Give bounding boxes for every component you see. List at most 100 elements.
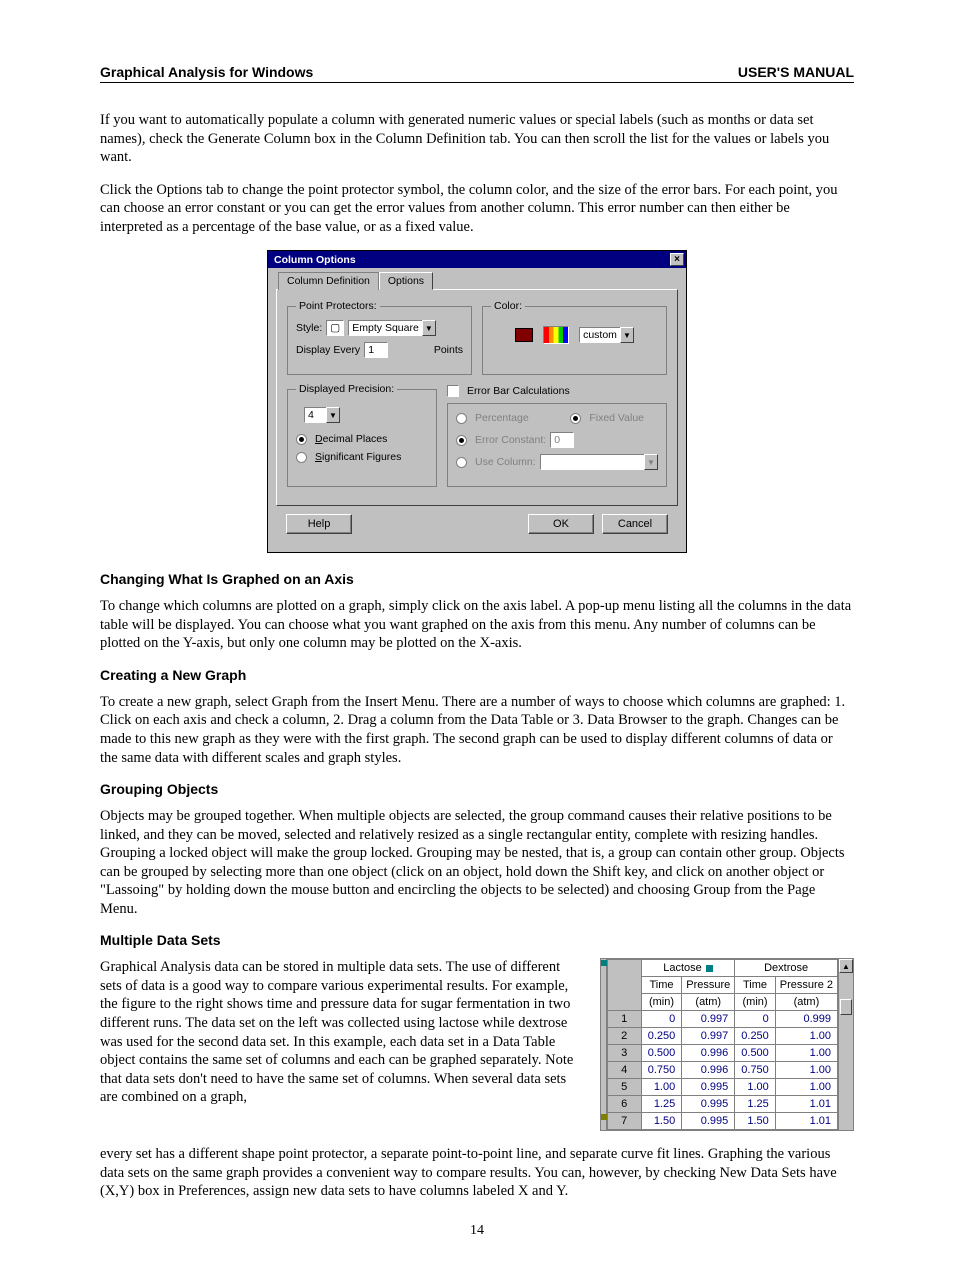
table-cell: 1.50 [641,1113,682,1130]
fixed-value-label: Fixed Value [589,412,644,424]
dataset-header: Dextrose [735,960,838,977]
table-cell: 0.750 [735,1062,776,1079]
table-cell: 0.997 [682,1011,735,1028]
precision-value-dropdown[interactable]: 4 ▼ [304,407,340,423]
error-constant-label: Error Constant: [475,434,546,446]
chevron-down-icon[interactable]: ▼ [620,327,634,343]
precision-legend: Displayed Precision: [296,383,397,395]
use-column-dropdown: ▼ [540,454,658,470]
column-header: Time [641,977,682,994]
sec4-p-after: every set has a different shape point pr… [100,1145,854,1201]
table-cell: 1.00 [641,1079,682,1096]
table-row: 40.7500.9960.7501.00 [607,1062,837,1079]
row-number: 3 [607,1045,641,1062]
color-group: Color: custom ▼ [482,300,667,375]
chevron-down-icon[interactable]: ▼ [422,320,436,336]
table-cell: 1.00 [775,1028,837,1045]
table-cell: 0.996 [682,1062,735,1079]
error-bar-group: Percentage Fixed Value Error Constant: 0 [447,403,667,487]
intro-p2: Click the Options tab to change the poin… [100,181,854,237]
use-column-label: Use Column: [475,456,536,468]
style-dropdown[interactable]: Empty Square ▼ [348,320,436,336]
page-header: Graphical Analysis for Windows USER'S MA… [100,64,854,83]
column-unit: (min) [641,994,682,1011]
table-cell: 1.00 [775,1045,837,1062]
row-number: 6 [607,1096,641,1113]
data-table: LactoseDextroseTimePressureTimePressure … [607,959,838,1130]
error-bar-checkbox[interactable] [447,385,459,397]
sec2-title: Creating a New Graph [100,667,854,683]
points-label: Points [434,344,463,356]
tab-column-definition[interactable]: Column Definition [278,272,379,290]
table-cell: 0.250 [735,1028,776,1045]
style-label: Style: [296,322,322,334]
column-header: Time [735,977,776,994]
row-number: 2 [607,1028,641,1045]
point-protectors-legend: Point Protectors: [296,300,380,312]
dataset-header: Lactose [641,960,735,977]
table-cell: 1.00 [735,1079,776,1096]
column-unit: (min) [735,994,776,1011]
color-dropdown[interactable]: custom ▼ [579,327,634,343]
column-options-dialog: Column Options × Column Definition Optio… [267,250,687,553]
precision-group: Displayed Precision: 4 ▼ Decimal Places … [287,383,437,487]
close-icon[interactable]: × [670,253,684,266]
point-protectors-group: Point Protectors: Style: ▢ Empty Square … [287,300,472,375]
error-bar-label: Error Bar Calculations [467,385,570,397]
dialog-titlebar: Column Options × [268,251,686,268]
scroll-track[interactable] [839,973,853,1130]
gutter-marker-bottom [601,1114,607,1120]
sec4-title: Multiple Data Sets [100,932,854,948]
table-cell: 0.999 [775,1011,837,1028]
color-legend: Color: [491,300,525,312]
table-cell: 1.25 [735,1096,776,1113]
sec1-title: Changing What Is Graphed on an Axis [100,571,854,587]
decimal-places-label: Decimal Places [315,433,387,445]
table-cell: 1.01 [775,1113,837,1130]
radio-fixed-value [570,413,581,424]
table-row: 20.2500.9970.2501.00 [607,1028,837,1045]
radio-significant-figures[interactable] [296,452,307,463]
radio-decimal-places[interactable] [296,434,307,445]
color-dropdown-value: custom [579,327,620,343]
scroll-up-icon[interactable]: ▲ [839,959,853,973]
cancel-button[interactable]: Cancel [602,514,668,534]
error-constant-input: 0 [550,432,574,448]
table-cell: 0.750 [641,1062,682,1079]
row-number: 1 [607,1011,641,1028]
radio-percentage [456,413,467,424]
dialog-title-text: Column Options [274,254,356,266]
page-number: 14 [100,1223,854,1239]
tab-options[interactable]: Options [379,272,433,290]
color-picker-icon[interactable] [543,326,569,344]
column-options-dialog-figure: Column Options × Column Definition Optio… [267,250,687,553]
table-cell: 0 [735,1011,776,1028]
table-cell: 1.25 [641,1096,682,1113]
table-cell: 1.50 [735,1113,776,1130]
scroll-thumb[interactable] [840,999,852,1015]
sec4-p-left: Graphical Analysis data can be stored in… [100,958,582,1106]
table-cell: 0.500 [641,1045,682,1062]
radio-use-column [456,457,467,468]
row-number: 4 [607,1062,641,1079]
chevron-down-icon[interactable]: ▼ [326,407,340,423]
header-right: USER'S MANUAL [738,64,854,80]
table-cell: 1.00 [775,1062,837,1079]
column-unit: (atm) [775,994,837,1011]
table-cell: 0.997 [682,1028,735,1045]
color-swatch [515,328,533,342]
style-dropdown-value: Empty Square [348,320,422,336]
display-every-input[interactable]: 1 [364,342,388,358]
ok-button[interactable]: OK [528,514,594,534]
table-cell: 0.995 [682,1096,735,1113]
row-number: 7 [607,1113,641,1130]
help-button[interactable]: Help [286,514,352,534]
sec1-p: To change which columns are plotted on a… [100,597,854,653]
table-cell: 1.01 [775,1096,837,1113]
table-scrollbar[interactable]: ▲ [838,959,853,1130]
table-cell: 0.250 [641,1028,682,1045]
table-cell: 0 [641,1011,682,1028]
sec3-p: Objects may be grouped together. When mu… [100,807,854,918]
radio-error-constant [456,435,467,446]
column-unit: (atm) [682,994,735,1011]
